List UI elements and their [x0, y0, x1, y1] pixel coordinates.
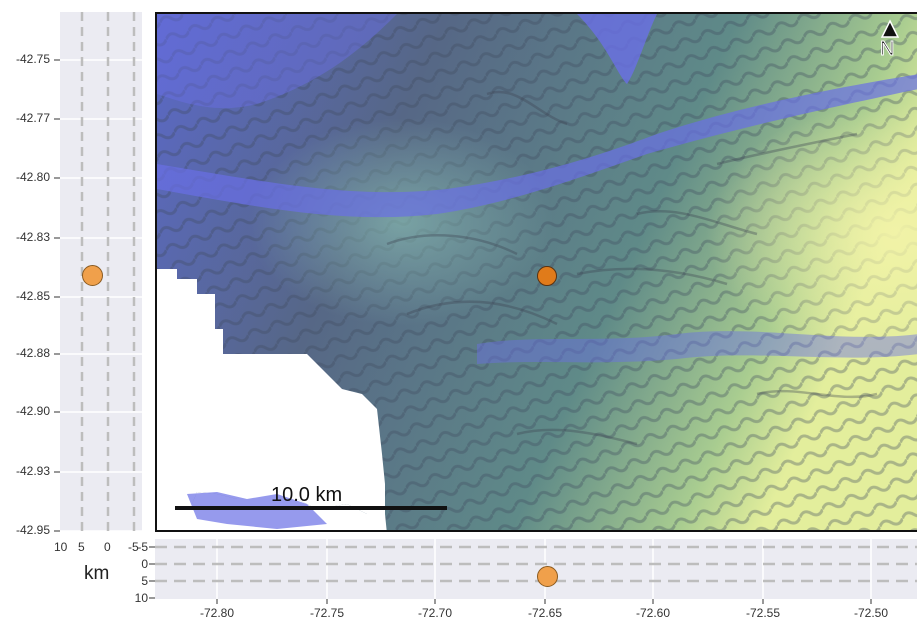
scale-bar: 10.0 km	[175, 484, 447, 514]
bottom-x-tick: -72.75	[309, 606, 345, 620]
left-y-tick: -42.90	[15, 404, 50, 418]
bottom-profile-grid	[155, 539, 917, 599]
map-frame: N 10.0 km	[155, 12, 917, 532]
north-arrow-label: N	[879, 38, 895, 61]
terrain-map	[157, 14, 917, 530]
left-y-tick: -42.88	[15, 346, 50, 360]
scale-bar-line	[175, 506, 447, 510]
left-y-tick: -42.95	[15, 523, 50, 537]
bottom-x-tick: -72.80	[199, 606, 235, 620]
bottom-y-tick: 0	[141, 557, 148, 571]
bottom-x-tick-marks	[216, 599, 872, 604]
left-y-tick: -42.77	[15, 111, 50, 125]
left-x-tick: 5	[78, 540, 85, 554]
bottom-y-tick: 10	[134, 591, 148, 605]
bottom-x-tick: -72.70	[417, 606, 453, 620]
bottom-y-tick: -5	[137, 540, 148, 554]
bottom-x-tick: -72.60	[635, 606, 671, 620]
km-unit-label: km	[84, 563, 110, 584]
location-marker	[537, 266, 557, 286]
left-profile-marker	[82, 265, 103, 286]
bottom-y-tick: 5	[141, 574, 148, 588]
bottom-profile-panel	[155, 539, 917, 599]
bottom-profile-marker	[537, 566, 558, 587]
bottom-x-tick: -72.50	[853, 606, 889, 620]
left-y-tick: -42.80	[15, 170, 50, 184]
bottom-x-tick: -72.55	[745, 606, 781, 620]
north-arrow: N	[877, 19, 901, 62]
left-x-tick: -5	[128, 540, 139, 554]
left-y-tick: -42.75	[15, 52, 50, 66]
bottom-x-tick: -72.65	[527, 606, 563, 620]
left-x-tick: 0	[104, 540, 111, 554]
left-y-tick: -42.83	[15, 230, 50, 244]
bottom-y-tick-marks	[149, 546, 155, 599]
left-y-tick: -42.93	[15, 464, 50, 478]
left-y-tick: -42.85	[15, 289, 50, 303]
left-y-tick-marks	[54, 59, 60, 532]
left-x-tick: 10	[54, 540, 68, 554]
scale-bar-label: 10.0 km	[271, 484, 343, 506]
north-arrow-icon	[880, 19, 900, 38]
